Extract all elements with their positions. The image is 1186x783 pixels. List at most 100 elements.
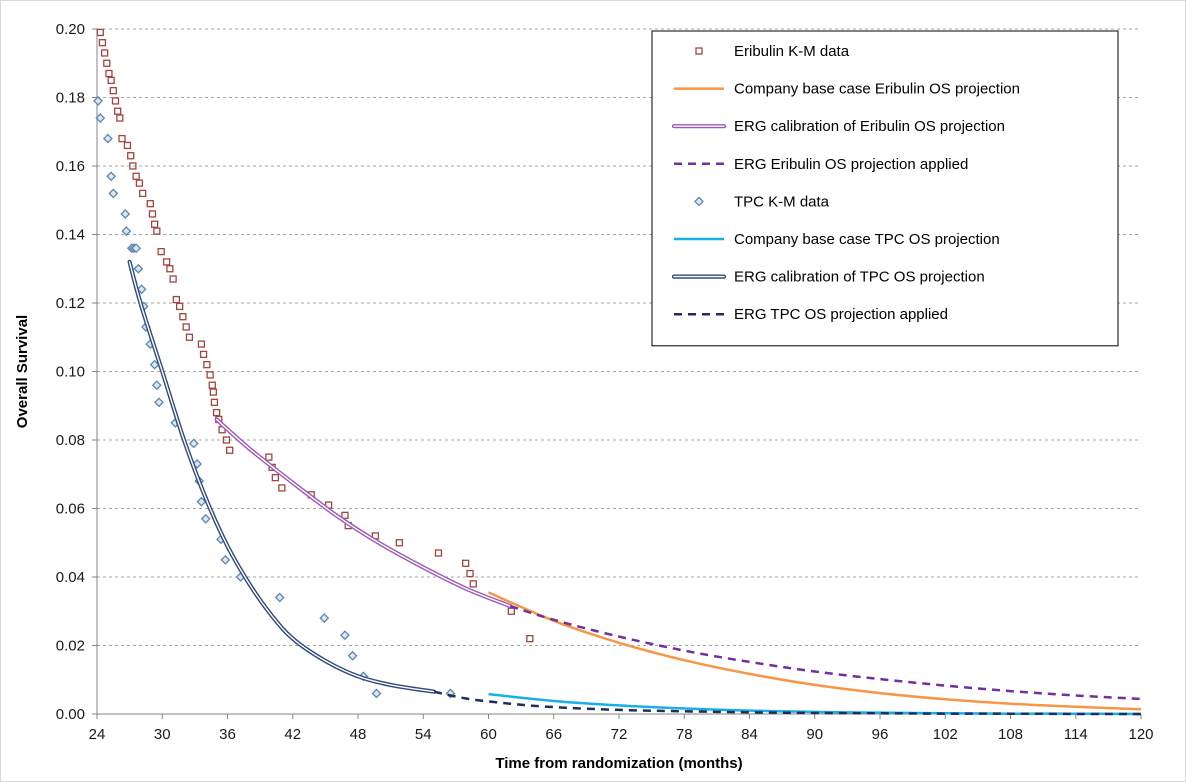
tpc-k-m-data-point: [151, 380, 162, 391]
series-layer: [93, 28, 1142, 716]
x-tick-label: 120: [1128, 726, 1153, 743]
y-tick-label: 0.12: [56, 295, 85, 312]
legend-item-company-base-case-eribulin-os-projection: Company base case Eribulin OS projection: [674, 81, 1020, 98]
x-tick-label: 24: [89, 726, 106, 743]
x-tick-label: 54: [415, 726, 432, 743]
eribulin-k-m-data-point: [271, 474, 280, 482]
eribulin-k-m-data-point: [172, 295, 181, 304]
y-tick-label: 0.04: [56, 569, 85, 586]
legend-item-company-base-case-tpc-os-projection: Company base case TPC OS projection: [674, 231, 1000, 248]
erg-eribulin-os-projection-applied-line-stroke: [509, 604, 1142, 701]
eribulin-k-m-data-point: [111, 97, 120, 105]
eribulin-k-m-data-point: [109, 87, 117, 95]
eribulin-k-m-data-point: [157, 247, 165, 256]
tpc-k-m-data-point: [93, 96, 104, 106]
x-tick-label: 60: [480, 726, 497, 743]
tpc-k-m-data-point: [95, 113, 106, 123]
legend-item-erg-calibration-of-tpc-os-projection: ERG calibration of TPC OS projection: [671, 269, 985, 286]
eribulin-k-m-data-point: [123, 141, 132, 150]
tpc-k-m-data-point: [319, 613, 330, 624]
y-tick-label: 0.06: [56, 501, 85, 518]
eribulin-k-m-data-point: [462, 559, 470, 567]
tpc-k-m-data-point: [220, 554, 231, 565]
eribulin-k-m-data-point: [107, 76, 115, 85]
erg-tpc-os-projection-applied-line: [433, 690, 1142, 716]
tpc-k-m-data-point: [347, 650, 358, 661]
tpc-k-m-data-point: [188, 438, 199, 449]
eribulin-k-m-data-point: [212, 408, 221, 417]
tpc-k-m-data-point: [102, 133, 113, 144]
tpc-k-m-data-point: [154, 397, 164, 408]
y-tick-label: 0.16: [56, 158, 85, 175]
legend: Eribulin K-M data Company base case Eribu…: [651, 30, 1119, 347]
y-tick-label: 0.00: [56, 706, 85, 723]
eribulin-k-m-data-point: [105, 69, 113, 78]
grid-layer: [97, 28, 1141, 646]
eribulin-k-m-data-point: [114, 107, 122, 115]
legend-item-erg-calibration-of-eribulin-os-projection: ERG calibration of Eribulin OS projectio…: [671, 118, 1005, 135]
eribulin-k-m-data-point: [185, 333, 194, 341]
eribulin-k-m-data-series: [96, 28, 534, 643]
eribulin-k-m-data-point: [507, 607, 515, 615]
legend-label: ERG calibration of TPC OS projection: [734, 269, 985, 286]
eribulin-k-m-data-point: [116, 114, 124, 122]
eribulin-k-m-data-point: [103, 59, 111, 67]
y-tick-label: 0.18: [56, 90, 85, 107]
tpc-k-m-data-point: [136, 284, 147, 295]
tpc-k-m-data-point: [106, 171, 117, 182]
x-tick-label: 36: [219, 726, 236, 743]
eribulin-k-m-data-point: [169, 275, 177, 283]
eribulin-k-m-data-point: [153, 227, 161, 235]
eribulin-k-m-data-point: [222, 436, 231, 444]
eribulin-k-m-data-point: [179, 313, 187, 321]
eribulin-k-m-data-point: [132, 172, 140, 180]
legend-label: ERG TPC OS projection applied: [734, 306, 948, 323]
y-tick-label: 0.02: [56, 638, 85, 655]
eribulin-k-m-data-point: [199, 350, 208, 359]
eribulin-k-m-data-point: [341, 511, 349, 520]
eribulin-k-m-data-point: [127, 152, 135, 160]
tpc-k-m-data-point: [108, 188, 119, 199]
eribulin-k-m-data-point: [139, 189, 147, 198]
eribulin-k-m-data-point: [150, 220, 159, 228]
x-tick-label: 108: [998, 726, 1023, 743]
legend-item-eribulin-k-m-data: Eribulin K-M data: [695, 43, 850, 60]
x-tick-label: 102: [933, 726, 958, 743]
eribulin-k-m-data-point: [208, 381, 216, 389]
eribulin-k-m-data-point: [197, 340, 206, 348]
legend-label: TPC K-M data: [734, 193, 830, 210]
erg-calibration-of-tpc-os-projection-line-inner: [128, 261, 435, 693]
y-tick-label: 0.10: [56, 364, 85, 381]
eribulin-k-m-data-point: [209, 388, 218, 396]
tpc-k-m-data-series: [93, 96, 456, 699]
eribulin-k-m-data-point: [146, 200, 154, 208]
eribulin-k-m-data-point: [203, 360, 211, 369]
x-tick-label: 48: [350, 726, 367, 743]
eribulin-k-m-data-point: [98, 39, 107, 47]
x-tick-label: 96: [872, 726, 889, 743]
erg-tpc-os-projection-applied-line-stroke: [433, 690, 1142, 716]
eribulin-k-m-data-point: [162, 258, 171, 266]
eribulin-k-m-data-point: [129, 162, 137, 170]
y-axis-title: Overall Survival: [14, 315, 31, 428]
x-tick-label: 30: [154, 726, 171, 743]
eribulin-k-m-data-point: [226, 446, 234, 454]
legend-item-erg-eribulin-os-projection-applied: ERG Eribulin OS projection applied: [674, 156, 968, 173]
eribulin-k-m-data-point: [118, 134, 126, 143]
x-tick-label: 78: [676, 726, 693, 743]
eribulin-k-m-data-point: [96, 28, 104, 37]
company-base-case-tpc-os-projection-line: [488, 692, 1142, 716]
eribulin-k-m-data-point: [100, 49, 109, 57]
eribulin-k-m-data-point: [166, 265, 174, 273]
legend-label: ERG calibration of Eribulin OS projectio…: [734, 118, 1005, 135]
eribulin-k-m-data-point: [148, 210, 157, 218]
tpc-k-m-data-point: [133, 263, 144, 274]
tpc-k-m-data-point: [340, 630, 350, 641]
eribulin-k-m-data-point: [526, 635, 534, 643]
eribulin-k-m-data-point: [206, 371, 214, 379]
eribulin-k-m-data-point: [434, 549, 443, 557]
eribulin-k-m-data-point: [265, 453, 273, 461]
x-tick-label: 114: [1064, 726, 1088, 743]
eribulin-k-m-data-point: [466, 569, 474, 578]
